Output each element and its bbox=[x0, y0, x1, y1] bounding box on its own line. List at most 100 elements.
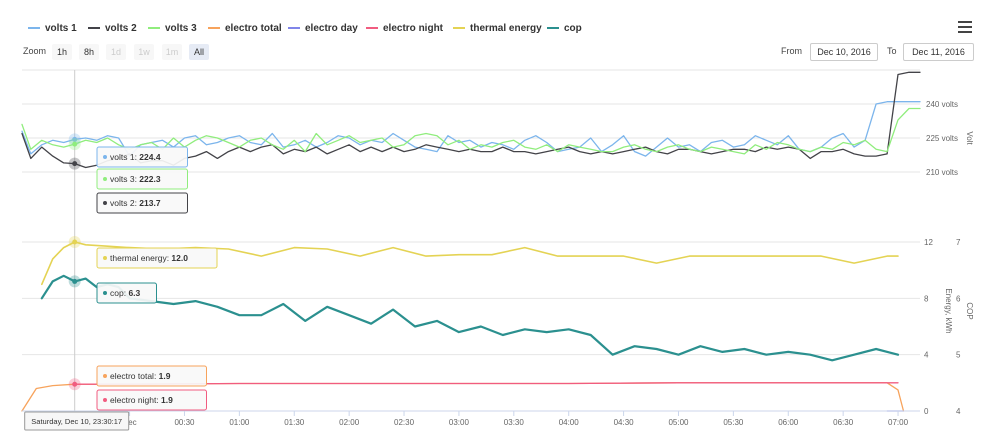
legend-label: volts 1 bbox=[45, 22, 77, 34]
zoom-button-8h[interactable]: 8h bbox=[79, 44, 99, 60]
chart-series bbox=[21, 71, 921, 412]
zoom-button-1w: 1w bbox=[134, 44, 154, 60]
legend-swatch bbox=[208, 27, 220, 29]
tooltip-text-electro-night: electro night: 1.9 bbox=[110, 395, 173, 405]
zoom-button-all[interactable]: All bbox=[189, 44, 209, 60]
legend-item-cop[interactable]: cop bbox=[547, 18, 582, 38]
from-date-input[interactable]: Dec 10, 2016 bbox=[810, 43, 878, 61]
legend-item-volts-1[interactable]: volts 1 bbox=[28, 18, 77, 38]
x-tick-label: 05:30 bbox=[723, 418, 744, 427]
series-line-thermal-energy bbox=[41, 241, 899, 286]
legend-item-electro-night[interactable]: electro night bbox=[366, 18, 443, 38]
tooltip-dot bbox=[103, 374, 107, 378]
hover-marker bbox=[72, 136, 78, 142]
energy-tick-label: 12 bbox=[924, 238, 933, 247]
volt-tick-label: 240 volts bbox=[926, 100, 958, 109]
energy-axis-title: Energy, kWh bbox=[944, 288, 953, 333]
x-tick-label: 03:00 bbox=[449, 418, 470, 427]
legend-label: thermal energy bbox=[470, 22, 542, 34]
tooltip-dot bbox=[103, 201, 107, 205]
legend-swatch bbox=[366, 27, 378, 29]
legend-item-electro-total[interactable]: electro total bbox=[208, 18, 282, 38]
x-tick-label: 02:30 bbox=[394, 418, 415, 427]
crosshair bbox=[68, 70, 81, 411]
from-label: From bbox=[781, 46, 802, 56]
zoom-button-1m: 1m bbox=[162, 44, 182, 60]
x-tick-label: 04:30 bbox=[614, 418, 635, 427]
to-label: To bbox=[887, 46, 897, 56]
tooltip-text-volts-1: volts 1: 224.4 bbox=[110, 152, 161, 162]
series-line-volts-1 bbox=[21, 101, 921, 157]
series-line-cop bbox=[40, 274, 900, 362]
cop-tick-label: 6 bbox=[956, 294, 961, 303]
crosshair-date-box bbox=[24, 411, 130, 431]
tooltip-dot bbox=[103, 256, 107, 260]
legend-swatch bbox=[453, 27, 465, 29]
x-tick-label: 02:00 bbox=[339, 418, 360, 427]
legend-label: electro total bbox=[225, 22, 282, 34]
x-tick-label: 00:30 bbox=[174, 418, 195, 427]
cop-tick-label: 4 bbox=[956, 407, 961, 416]
tooltip-dot bbox=[103, 155, 107, 159]
to-date-input[interactable]: Dec 11, 2016 bbox=[903, 43, 974, 61]
legend-label: cop bbox=[564, 22, 582, 34]
cop-tick-label: 5 bbox=[956, 351, 961, 360]
crosshair-date-label: Saturday, Dec 10, 23:30:17 bbox=[31, 417, 122, 426]
cop-axis-title: COP bbox=[965, 302, 974, 319]
hover-marker bbox=[72, 141, 78, 147]
chart-grid bbox=[22, 69, 920, 412]
x-tick-label: 04:00 bbox=[559, 418, 580, 427]
legend-swatch bbox=[288, 27, 300, 29]
x-tick-label: 01:30 bbox=[284, 418, 305, 427]
tooltip-box bbox=[96, 146, 188, 168]
legend-swatch bbox=[547, 27, 559, 29]
tooltip-dot bbox=[103, 291, 107, 295]
legend-item-electro-day[interactable]: electro day bbox=[288, 18, 358, 38]
zoom-label: Zoom bbox=[23, 46, 47, 56]
tooltip-dot bbox=[103, 398, 107, 402]
legend-item-volts-3[interactable]: volts 3 bbox=[148, 18, 197, 38]
volt-axis-title: Volt bbox=[965, 131, 974, 145]
tooltip-box bbox=[96, 168, 188, 190]
tooltip-text-cop: cop: 6.3 bbox=[110, 288, 141, 298]
hover-marker bbox=[72, 278, 78, 284]
x-tick-label: 03:30 bbox=[504, 418, 525, 427]
zoom-button-1h[interactable]: 1h bbox=[52, 44, 72, 60]
legend-swatch bbox=[148, 27, 160, 29]
energy-tick-label: 0 bbox=[924, 407, 929, 416]
legend-swatch bbox=[28, 27, 40, 29]
x-tick-label: 06:00 bbox=[778, 418, 799, 427]
tooltip-text-volts-3: volts 3: 222.3 bbox=[110, 174, 161, 184]
series-line-volts-3 bbox=[21, 107, 921, 155]
tooltip-dot bbox=[103, 177, 107, 181]
tooltips: volts 1: 224.4 volts 3: 222.3 volts 2: 213… bbox=[24, 146, 218, 431]
legend-label: electro night bbox=[383, 22, 444, 34]
tooltip-box bbox=[96, 192, 188, 214]
legend-label: electro day bbox=[305, 22, 358, 34]
tooltip-text-thermal-energy: thermal energy: 12.0 bbox=[110, 253, 188, 263]
tooltip-box bbox=[96, 282, 157, 304]
hover-marker bbox=[72, 381, 78, 387]
x-tick-label: 01:00 bbox=[229, 418, 250, 427]
legend-item-volts-2[interactable]: volts 2 bbox=[88, 18, 137, 38]
tooltip-text-volts-2: volts 2: 213.7 bbox=[110, 198, 161, 208]
zoom-button-1d: 1d bbox=[106, 44, 126, 60]
volt-tick-label: 225 volts bbox=[926, 134, 958, 143]
x-tick-label: Dec bbox=[122, 418, 136, 427]
chart-legend: volts 1 volts 2 volts 3 electro total electr… bbox=[0, 18, 940, 38]
x-tick-label: 06:30 bbox=[833, 418, 854, 427]
energy-tick-label: 4 bbox=[924, 351, 929, 360]
hover-marker bbox=[72, 239, 78, 245]
legend-label: volts 2 bbox=[105, 22, 137, 34]
hamburger-menu-icon[interactable] bbox=[956, 19, 974, 35]
legend-label: volts 3 bbox=[165, 22, 197, 34]
x-tick-label: 07:00 bbox=[888, 418, 909, 427]
tooltip-box bbox=[96, 389, 207, 411]
cop-tick-label: 7 bbox=[956, 238, 961, 247]
legend-item-thermal-energy[interactable]: thermal energy bbox=[453, 18, 542, 38]
legend-swatch bbox=[88, 27, 100, 29]
tooltip-text-electro-total: electro total: 1.9 bbox=[110, 371, 171, 381]
x-tick-label: 05:00 bbox=[668, 418, 689, 427]
hover-marker bbox=[72, 161, 78, 167]
